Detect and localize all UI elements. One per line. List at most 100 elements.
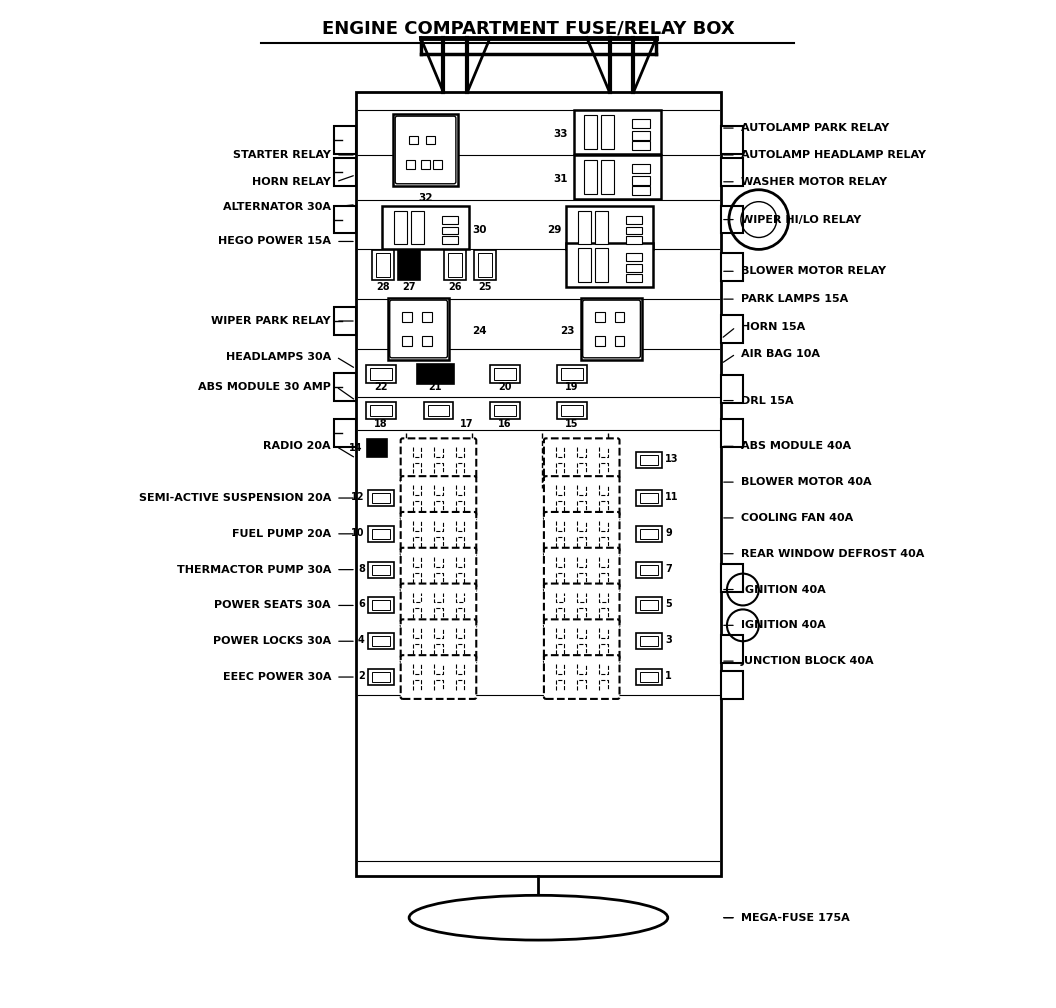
FancyBboxPatch shape (400, 655, 476, 699)
Text: ENGINE COMPARTMENT FUSE/RELAY BOX: ENGINE COMPARTMENT FUSE/RELAY BOX (322, 19, 734, 37)
Bar (721, 671, 742, 699)
Bar (494, 404, 516, 416)
Bar (474, 250, 496, 280)
Bar (356, 93, 721, 876)
Text: 13: 13 (665, 455, 679, 465)
Text: 27: 27 (402, 282, 415, 292)
Text: 11: 11 (665, 492, 679, 502)
FancyBboxPatch shape (583, 300, 640, 358)
Bar (490, 401, 520, 419)
Text: 31: 31 (553, 173, 568, 183)
Text: 33: 33 (553, 129, 568, 139)
Bar (640, 456, 658, 466)
Bar (449, 253, 463, 277)
Text: 12: 12 (352, 492, 365, 502)
Text: REAR WINDOW DEFROST 40A: REAR WINDOW DEFROST 40A (741, 548, 924, 558)
Bar (721, 126, 742, 154)
Bar (372, 564, 390, 575)
Bar (370, 404, 392, 416)
Text: 14: 14 (350, 444, 363, 454)
Text: AUTOLAMP HEADLAMP RELAY: AUTOLAMP HEADLAMP RELAY (741, 150, 926, 160)
Bar (372, 636, 390, 646)
FancyBboxPatch shape (400, 547, 476, 592)
Bar (566, 244, 654, 287)
Text: 4: 4 (358, 635, 365, 645)
Bar (478, 253, 492, 277)
Text: 19: 19 (565, 382, 579, 392)
Bar (573, 110, 661, 154)
Bar (640, 564, 658, 575)
Bar (367, 490, 394, 506)
Text: POWER LOCKS 30A: POWER LOCKS 30A (213, 636, 331, 646)
Bar (372, 601, 390, 611)
Text: BLOWER MOTOR 40A: BLOWER MOTOR 40A (741, 477, 871, 487)
Text: 18: 18 (374, 419, 388, 429)
Bar (334, 206, 356, 234)
Text: ABS MODULE 30 AMP: ABS MODULE 30 AMP (199, 382, 331, 392)
Bar (584, 160, 597, 194)
Bar (579, 248, 591, 282)
Bar (579, 211, 591, 244)
Text: WIPER PARK RELAY: WIPER PARK RELAY (211, 317, 331, 326)
FancyBboxPatch shape (544, 438, 620, 482)
Bar (409, 135, 418, 144)
Text: 9: 9 (665, 528, 672, 538)
Bar (365, 401, 396, 419)
Bar (442, 216, 458, 224)
FancyBboxPatch shape (390, 300, 448, 358)
Bar (334, 307, 356, 335)
Bar (367, 561, 394, 578)
Bar (401, 336, 412, 346)
Bar (626, 237, 642, 244)
Bar (442, 237, 458, 244)
Text: 7: 7 (665, 563, 672, 574)
Text: BLOWER MOTOR RELAY: BLOWER MOTOR RELAY (741, 266, 886, 276)
Bar (601, 115, 614, 149)
Bar (721, 419, 742, 448)
Bar (428, 404, 450, 416)
Bar (372, 493, 390, 503)
Bar (365, 365, 396, 383)
Bar (366, 439, 386, 458)
Text: FUEL PUMP 20A: FUEL PUMP 20A (232, 529, 331, 539)
Bar (334, 419, 356, 448)
Bar (640, 672, 658, 682)
Text: 22: 22 (374, 382, 388, 392)
Bar (640, 636, 658, 646)
Bar (557, 401, 587, 419)
Bar (721, 635, 742, 663)
Bar (637, 598, 662, 614)
Text: 28: 28 (376, 282, 390, 292)
Text: MEGA-FUSE 175A: MEGA-FUSE 175A (741, 912, 850, 922)
Bar (633, 141, 650, 150)
Bar (393, 114, 458, 185)
Bar (626, 253, 642, 261)
Text: 1: 1 (665, 671, 672, 681)
Text: 5: 5 (665, 600, 672, 610)
Bar (490, 365, 520, 383)
Bar (334, 126, 356, 154)
FancyBboxPatch shape (400, 476, 476, 520)
Bar (398, 250, 419, 280)
Text: 26: 26 (449, 282, 463, 292)
Text: 16: 16 (498, 419, 512, 429)
Text: COOLING FAN 40A: COOLING FAN 40A (741, 513, 853, 523)
Bar (411, 211, 425, 244)
Text: 15: 15 (565, 419, 579, 429)
Text: STARTER RELAY: STARTER RELAY (233, 150, 331, 160)
Text: ABS MODULE 40A: ABS MODULE 40A (741, 442, 851, 452)
FancyBboxPatch shape (544, 655, 620, 699)
Bar (637, 453, 662, 468)
Bar (367, 633, 394, 649)
Text: POWER SEATS 30A: POWER SEATS 30A (214, 601, 331, 611)
Bar (626, 264, 642, 272)
Bar (557, 365, 587, 383)
Ellipse shape (409, 895, 667, 940)
Bar (626, 274, 642, 282)
Text: THERMACTOR PUMP 30A: THERMACTOR PUMP 30A (176, 564, 331, 575)
Bar (640, 601, 658, 611)
FancyBboxPatch shape (395, 116, 456, 183)
Bar (421, 160, 430, 169)
Text: 6: 6 (358, 600, 365, 610)
Bar (334, 373, 356, 400)
